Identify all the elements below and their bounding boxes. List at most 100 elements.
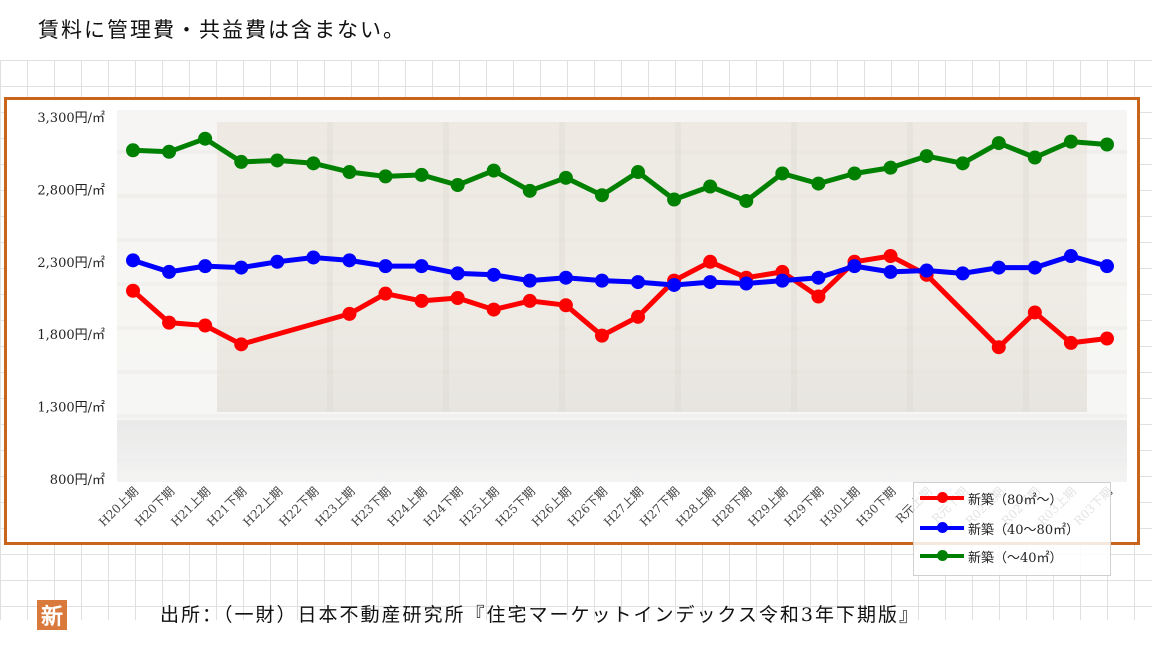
data-point-1: [486, 267, 501, 282]
data-point-2: [919, 149, 934, 164]
data-point-2: [162, 144, 177, 159]
data-point-1: [667, 277, 682, 292]
data-point-0: [234, 337, 249, 352]
data-point-0: [126, 283, 140, 298]
data-point-2: [1100, 137, 1114, 152]
data-point-1: [162, 264, 177, 279]
chart-legend: 新築（80㎡～） 新築（40～80㎡） 新築（～40㎡）: [913, 482, 1111, 576]
series-line-1: [130, 253, 1110, 288]
data-point-2: [522, 183, 537, 198]
x-tick-label: H30下期: [854, 484, 899, 529]
legend-label-blue: 新築（40～80㎡）: [968, 522, 1080, 538]
data-point-1: [306, 250, 321, 265]
data-point-2: [198, 131, 213, 146]
y-tick-label: 1,300円/㎡: [37, 401, 105, 416]
data-point-2: [450, 178, 465, 193]
data-point-1: [234, 260, 249, 275]
data-point-2: [306, 156, 321, 171]
legend-item-blue: 新築（40～80㎡）: [920, 517, 1079, 539]
rent-note: 賃料に管理費・共益費は含まない。: [38, 18, 406, 42]
data-point-1: [883, 264, 898, 279]
data-point-0: [594, 328, 609, 343]
legend-label-green: 新築（～40㎡）: [968, 550, 1063, 566]
data-point-0: [1027, 305, 1042, 320]
data-point-2: [1027, 150, 1042, 165]
data-point-2: [955, 156, 970, 171]
line-chart: 800円/㎡ 1,300円/㎡ 1,800円/㎡ 2,300円/㎡ 2,800円/㎡ 3,…: [37, 111, 1115, 529]
data-point-1: [631, 275, 646, 290]
data-point-1: [847, 259, 862, 274]
source-note: 出所：（一財）日本不動産研究所『住宅マーケットインデックス令和3年下期版』: [160, 604, 921, 626]
data-point-2: [378, 169, 393, 184]
data-point-1: [126, 253, 140, 268]
data-point-1: [1027, 260, 1042, 275]
data-point-1: [703, 275, 718, 290]
legend-swatch-green: [920, 550, 964, 561]
data-point-1: [739, 276, 754, 291]
data-point-1: [919, 263, 934, 278]
data-point-2: [270, 153, 285, 168]
data-point-2: [775, 166, 790, 181]
y-tick-label: 2,300円/㎡: [37, 256, 105, 271]
data-point-0: [703, 254, 718, 269]
data-point-0: [1063, 335, 1078, 350]
legend-item-red: 新築（80㎡～）: [920, 487, 1063, 509]
data-point-0: [414, 293, 429, 308]
data-point-1: [1063, 249, 1078, 264]
data-point-1: [522, 273, 537, 288]
apartment-building-image: [217, 122, 1087, 412]
data-point-1: [414, 259, 429, 274]
data-point-0: [486, 302, 501, 317]
data-point-1: [955, 266, 970, 281]
data-point-0: [1100, 331, 1114, 346]
data-point-2: [703, 179, 718, 194]
data-point-2: [234, 154, 249, 169]
legend-swatch-blue: [920, 522, 964, 533]
new-badge: 新: [37, 600, 67, 630]
data-point-2: [991, 136, 1006, 151]
data-point-2: [1063, 134, 1078, 149]
data-point-2: [811, 176, 826, 191]
data-point-2: [667, 192, 682, 207]
data-point-2: [486, 163, 501, 178]
data-point-0: [450, 291, 465, 305]
data-point-1: [558, 270, 573, 285]
series-line-2: [130, 136, 1110, 204]
data-point-2: [847, 166, 862, 181]
data-point-0: [631, 309, 646, 324]
data-point-1: [450, 266, 465, 281]
data-point-1: [594, 273, 609, 288]
data-point-2: [631, 165, 646, 180]
data-point-0: [378, 286, 393, 301]
data-point-2: [739, 193, 754, 208]
data-point-2: [558, 170, 573, 185]
legend-swatch-red: [920, 492, 964, 503]
data-point-2: [414, 167, 429, 182]
legend-label-red: 新築（80㎡～）: [968, 492, 1063, 508]
y-tick-label: 800円/㎡: [50, 473, 105, 488]
data-point-2: [126, 143, 140, 158]
data-point-1: [811, 270, 826, 285]
data-point-1: [991, 260, 1006, 275]
data-point-1: [270, 254, 285, 269]
data-point-0: [162, 315, 177, 330]
data-point-1: [342, 253, 357, 268]
data-point-1: [198, 259, 213, 274]
data-point-2: [594, 188, 609, 203]
y-tick-label: 2,800円/㎡: [37, 183, 105, 198]
legend-item-green: 新築（～40㎡）: [920, 545, 1063, 567]
data-point-0: [883, 249, 898, 264]
chart-frame: 800円/㎡ 1,300円/㎡ 1,800円/㎡ 2,300円/㎡ 2,800円/㎡ 3,…: [4, 97, 1140, 630]
data-point-2: [883, 160, 898, 175]
data-point-1: [1100, 259, 1114, 274]
data-point-1: [378, 259, 393, 274]
data-point-0: [558, 298, 573, 313]
data-point-0: [811, 289, 826, 304]
data-point-1: [775, 273, 790, 288]
data-point-0: [198, 318, 213, 333]
data-point-0: [342, 306, 357, 321]
y-tick-label: 1,800円/㎡: [37, 328, 105, 343]
data-point-0: [522, 293, 537, 308]
y-tick-label: 3,300円/㎡: [37, 111, 105, 126]
data-point-0: [991, 340, 1006, 355]
